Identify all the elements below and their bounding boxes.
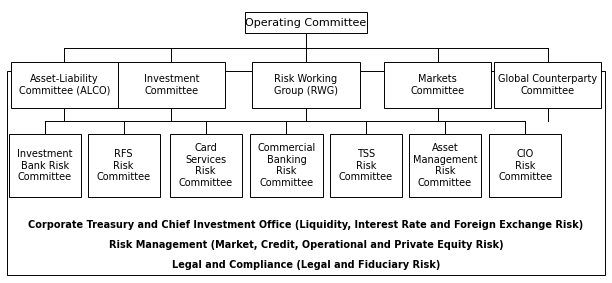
FancyBboxPatch shape bbox=[11, 62, 118, 108]
FancyBboxPatch shape bbox=[494, 62, 601, 108]
Text: Corporate Treasury and Chief Investment Office (Liquidity, Interest Rate and For: Corporate Treasury and Chief Investment … bbox=[28, 220, 584, 230]
FancyBboxPatch shape bbox=[118, 62, 225, 108]
Text: Asset
Management
Risk
Committee: Asset Management Risk Committee bbox=[412, 143, 477, 188]
FancyBboxPatch shape bbox=[7, 71, 605, 275]
Text: RFS
Risk
Committee: RFS Risk Committee bbox=[97, 149, 151, 182]
Text: Operating Committee: Operating Committee bbox=[245, 18, 367, 28]
FancyBboxPatch shape bbox=[252, 62, 359, 108]
FancyBboxPatch shape bbox=[88, 134, 160, 197]
FancyBboxPatch shape bbox=[489, 134, 561, 197]
FancyBboxPatch shape bbox=[245, 12, 367, 33]
Text: Investment
Bank Risk
Committee: Investment Bank Risk Committee bbox=[17, 149, 72, 182]
Text: Risk Management (Market, Credit, Operational and Private Equity Risk): Risk Management (Market, Credit, Operati… bbox=[109, 240, 503, 250]
Text: Legal and Compliance (Legal and Fiduciary Risk): Legal and Compliance (Legal and Fiduciar… bbox=[172, 260, 440, 270]
Text: Card
Services
Risk
Committee: Card Services Risk Committee bbox=[179, 143, 233, 188]
Text: CIO
Risk
Committee: CIO Risk Committee bbox=[498, 149, 552, 182]
Text: TSS
Risk
Committee: TSS Risk Committee bbox=[339, 149, 393, 182]
Text: Risk Working
Group (RWG): Risk Working Group (RWG) bbox=[274, 74, 338, 96]
FancyBboxPatch shape bbox=[330, 134, 402, 197]
FancyBboxPatch shape bbox=[384, 62, 491, 108]
FancyBboxPatch shape bbox=[170, 134, 242, 197]
Text: Investment
Committee: Investment Committee bbox=[144, 74, 199, 96]
Text: Commercial
Banking
Risk
Committee: Commercial Banking Risk Committee bbox=[257, 143, 316, 188]
Text: Markets
Committee: Markets Committee bbox=[411, 74, 465, 96]
FancyBboxPatch shape bbox=[250, 134, 323, 197]
Text: Global Counterparty
Committee: Global Counterparty Committee bbox=[498, 74, 597, 96]
Text: Asset-Liability
Committee (ALCO): Asset-Liability Committee (ALCO) bbox=[18, 74, 110, 96]
FancyBboxPatch shape bbox=[9, 134, 81, 197]
FancyBboxPatch shape bbox=[409, 134, 481, 197]
